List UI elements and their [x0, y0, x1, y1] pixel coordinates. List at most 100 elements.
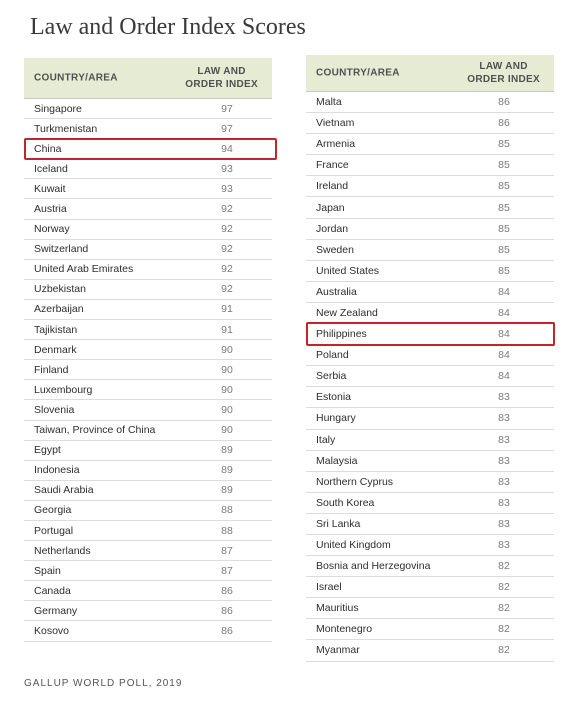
table-row: Uzbekistan 92 [24, 280, 272, 300]
country-name: United Kingdom [316, 539, 391, 552]
source-note: GALLUP WORLD POLL, 2019 [24, 678, 183, 689]
index-column-header: LAW AND ORDER INDEX [185, 66, 258, 90]
index-score: 85 [498, 138, 510, 151]
country-name: Finland [34, 363, 69, 376]
table-row: Ireland 85 [306, 176, 554, 198]
index-score: 88 [221, 504, 233, 517]
country-name: Taiwan, Province of China [34, 424, 156, 437]
index-score: 83 [498, 475, 510, 488]
index-score: 85 [498, 222, 510, 235]
country-name: Sweden [316, 243, 354, 256]
table-row: Philippines 84 [306, 322, 555, 347]
country-name: Mauritius [316, 602, 359, 615]
index-score: 91 [221, 323, 233, 336]
page-title: Law and Order Index Scores [30, 14, 306, 40]
country-name: Estonia [316, 391, 352, 404]
scores-table-right: COUNTRY/AREA LAW AND ORDER INDEX Malta 86… [306, 55, 555, 662]
country-name: Kosovo [34, 624, 70, 637]
country-column-header: COUNTRY/AREA [316, 67, 400, 79]
country-name: Iceland [34, 162, 68, 175]
country-name: Tajikistan [34, 323, 78, 336]
country-name: Malta [316, 96, 342, 109]
table-row: Vietnam 86 [306, 113, 554, 135]
table-row: Saudi Arabia 89 [24, 481, 272, 501]
table-row: Kosovo 86 [24, 621, 272, 642]
country-name: France [316, 159, 349, 172]
table-row: Finland 90 [24, 360, 272, 381]
table-row: South Korea 83 [306, 493, 554, 514]
index-score: 83 [498, 517, 510, 530]
table-row: Northern Cyprus 83 [306, 472, 554, 493]
index-score: 85 [498, 201, 510, 214]
country-name: Canada [34, 584, 71, 597]
index-score: 92 [221, 223, 233, 236]
table-row: United States 85 [306, 261, 554, 282]
country-name: Germany [34, 604, 78, 617]
country-name: Kuwait [34, 182, 66, 195]
table-row: Tajikistan 91 [24, 320, 272, 341]
index-score: 85 [498, 243, 510, 256]
index-score: 92 [221, 203, 233, 216]
country-name: Denmark [34, 343, 77, 356]
index-score: 90 [221, 363, 233, 376]
table-row: Austria 92 [24, 199, 272, 220]
index-score: 84 [498, 349, 510, 362]
country-name: Turkmenistan [34, 122, 98, 135]
country-name: Hungary [316, 412, 356, 425]
index-score: 92 [221, 243, 233, 256]
table-row: Denmark 90 [24, 340, 272, 361]
country-name: Singapore [34, 102, 82, 115]
index-score: 84 [498, 328, 510, 341]
table-row: Portugal 88 [24, 521, 272, 542]
index-score: 82 [498, 602, 510, 615]
index-score: 94 [221, 142, 233, 155]
table-row: Luxembourg 90 [24, 380, 272, 401]
table-row: France 85 [306, 155, 554, 177]
table-row: Bosnia and Herzegovina 82 [306, 556, 554, 578]
table-row: Estonia 83 [306, 387, 554, 409]
index-score: 90 [221, 403, 233, 416]
table-row: Sri Lanka 83 [306, 514, 554, 535]
index-score: 86 [221, 624, 233, 637]
table-row: Australia 84 [306, 282, 554, 303]
index-score: 97 [221, 122, 233, 135]
index-score: 93 [221, 162, 233, 175]
index-score: 83 [498, 539, 510, 552]
index-score: 90 [221, 424, 233, 437]
country-name: Philippines [316, 328, 367, 341]
country-name: Norway [34, 223, 70, 236]
country-name: Slovenia [34, 403, 75, 416]
index-score: 90 [221, 343, 233, 356]
country-name: Vietnam [316, 117, 355, 130]
table-row: Kuwait 93 [24, 179, 272, 200]
table-row: Azerbaijan 91 [24, 300, 272, 321]
table-row: Taiwan, Province of China 90 [24, 421, 272, 441]
country-name: Spain [34, 564, 61, 577]
table-row: Singapore 97 [24, 99, 272, 120]
index-score: 87 [221, 544, 233, 557]
country-name: Israel [316, 581, 342, 594]
index-column-header: LAW AND ORDER INDEX [467, 61, 540, 85]
index-score: 85 [498, 159, 510, 172]
country-name: Indonesia [34, 464, 80, 477]
country-name: Australia [316, 285, 357, 298]
country-name: Myanmar [316, 644, 360, 657]
index-score: 86 [498, 96, 510, 109]
table-row: Germany 86 [24, 601, 272, 622]
index-score: 82 [498, 644, 510, 657]
table-row: Montenegro 82 [306, 619, 554, 641]
index-score: 86 [221, 604, 233, 617]
index-score: 89 [221, 444, 233, 457]
country-name: Italy [316, 433, 336, 446]
country-name: Malaysia [316, 454, 358, 467]
index-score: 85 [498, 180, 510, 193]
table-row: Turkmenistan 97 [24, 119, 272, 140]
index-score: 83 [498, 412, 510, 425]
table-row: Indonesia 89 [24, 461, 272, 481]
country-name: Montenegro [316, 623, 373, 636]
table-row: Slovenia 90 [24, 400, 272, 421]
country-name: Luxembourg [34, 383, 93, 396]
country-name: Northern Cyprus [316, 475, 394, 488]
country-name: Sri Lanka [316, 517, 361, 530]
country-name: Ireland [316, 180, 349, 193]
